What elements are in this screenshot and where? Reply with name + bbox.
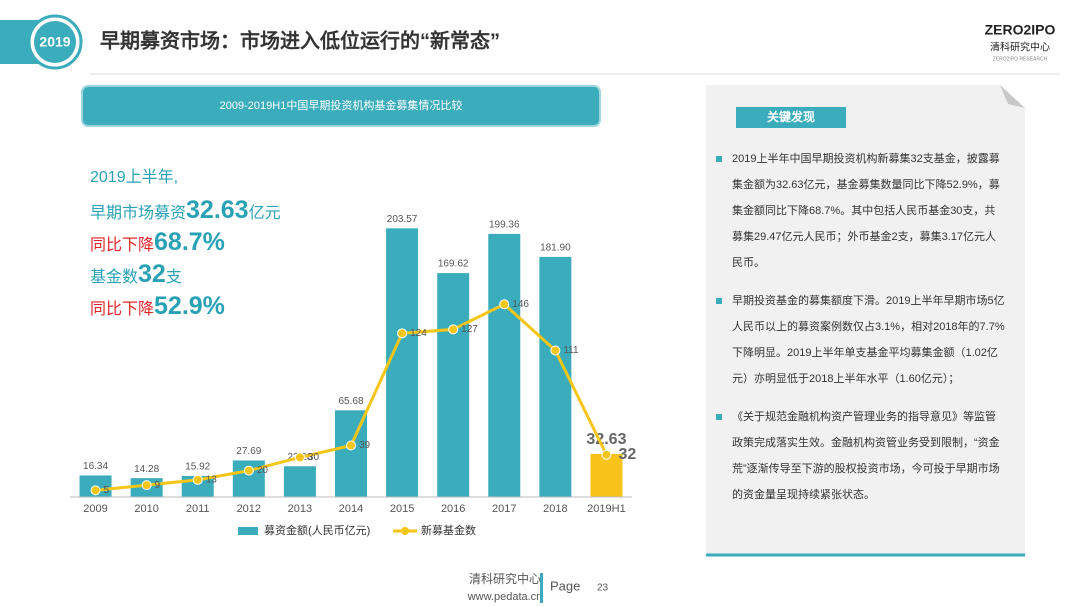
logo-name: 清科研究中心 [990,41,1050,54]
x-tick-label: 2018 [543,503,567,515]
logo-sub: ZERO2IPO RESEARCH [993,56,1048,62]
bar [590,453,623,497]
x-tick-label: 2013 [288,503,312,515]
line-point [499,299,510,310]
line-value-label: 32 [618,446,636,463]
callout-text: 32 [138,260,166,288]
line-point [243,465,254,476]
chart-banner [81,85,601,127]
line-value-label: 146 [512,299,529,310]
line-point [448,324,459,335]
legend-label: 募资金额(人民币亿元) [264,523,370,537]
findings-title: 关键发现 [767,109,815,124]
footer-page-label: Page [550,578,580,593]
line-value-label: 5 [104,485,110,496]
line-point [90,485,101,496]
x-tick-label: 2017 [492,503,516,515]
line-point [397,328,408,339]
bar [437,273,470,497]
bar-value-label: 15.92 [185,462,210,473]
bar [488,233,521,498]
x-tick-label: 2014 [339,503,363,515]
bar-value-label: 16.34 [83,461,108,472]
callout-text: 早期市场募资 [90,205,187,222]
line-point [601,449,612,460]
callout-line: 同比下降52.9% [90,290,281,322]
bar-value-label: 27.69 [236,446,261,457]
logo-brand: ZERO2IPO [985,22,1056,38]
x-tick-label: 2019H1 [587,503,626,515]
callout-text: 同比下降 [90,237,155,254]
line-point [192,474,203,485]
bar-value-label: 181.90 [540,243,571,254]
footer-page: 23 [597,583,609,594]
footer-name: 清科研究中心 [469,571,541,586]
findings-panel [706,85,1025,555]
fold [1000,85,1025,108]
callout-text: 32.63 [186,196,249,224]
x-tick-label: 2010 [134,503,158,515]
callout-text: 同比下降 [90,301,155,318]
line-value-label: 20 [257,465,269,476]
callout-text: 基金数 [90,269,139,286]
line-value-label: 39 [359,440,371,451]
callout-line: 2019上半年, [90,162,281,194]
line-value-label: 124 [410,328,427,339]
bar-value-label: 65.68 [338,396,363,407]
bar-value-label: 203.57 [387,214,418,225]
badge-text: 2019 [39,34,70,50]
callout-text: 68.7% [154,228,225,256]
x-tick-label: 2009 [83,503,107,515]
bar [386,228,419,497]
line-value-label: 9 [155,480,161,491]
finding-item: 《关于规范金融机构资产管理业务的指导意见》等监管政策完成落实生效。金融机构资管业… [716,404,1006,508]
callout-line: 同比下降68.7% [90,226,281,258]
chart-title: 2009-2019H1中国早期投资机构基金募集情况比较 [220,98,463,112]
bar [539,256,572,497]
badge [34,21,76,63]
x-tick-label: 2011 [186,503,210,515]
bar-value-label: 199.36 [489,219,520,230]
line-point [141,480,152,491]
line-point [550,345,561,356]
finding-item: 2019上半年中国早期投资机构新募集32支基金，披露募集金额为32.63亿元，基… [716,146,1006,276]
bar-value-label: 14.28 [134,464,159,475]
callout-line: 基金数32支 [90,258,281,290]
slide-title: 早期募资市场：市场进入低位运行的“新常态” [100,28,500,52]
x-tick-label: 2015 [390,503,414,515]
callout-text: 2019上半年, [90,169,179,186]
legend-label: 新募基金数 [421,523,476,537]
callout-text: 52.9% [154,292,225,320]
callout-text: 支 [165,269,182,286]
line-value-label: 127 [461,324,478,335]
callout-text: 亿元 [248,205,281,222]
findings-list: 2019上半年中国早期投资机构新募集32支基金，披露募集金额为32.63亿元，基… [716,146,1006,520]
line-value-label: 111 [563,345,579,356]
line-value-label: 30 [308,452,320,463]
bar-value-label: 169.62 [438,259,469,270]
bar [283,466,316,497]
line-value-label: 13 [206,474,218,485]
footer-url: www.pedata.cn [467,591,543,603]
findings-label [736,107,846,128]
callouts: 2019上半年, 早期市场募资32.63亿元 同比下降68.7% 基金数32支 同比下降… [90,162,281,322]
footer-bar [540,573,543,603]
line-point [294,452,305,463]
x-tick-label: 2012 [237,503,261,515]
finding-item: 早期投资基金的募集额度下滑。2019上半年早期市场5亿人民币以上的募资案例数仅占… [716,288,1006,392]
x-tick-label: 2016 [441,503,465,515]
legend-swatch [401,527,409,535]
legend-swatch [238,527,258,535]
line-point [346,440,356,451]
callout-line: 早期市场募资32.63亿元 [90,194,281,226]
